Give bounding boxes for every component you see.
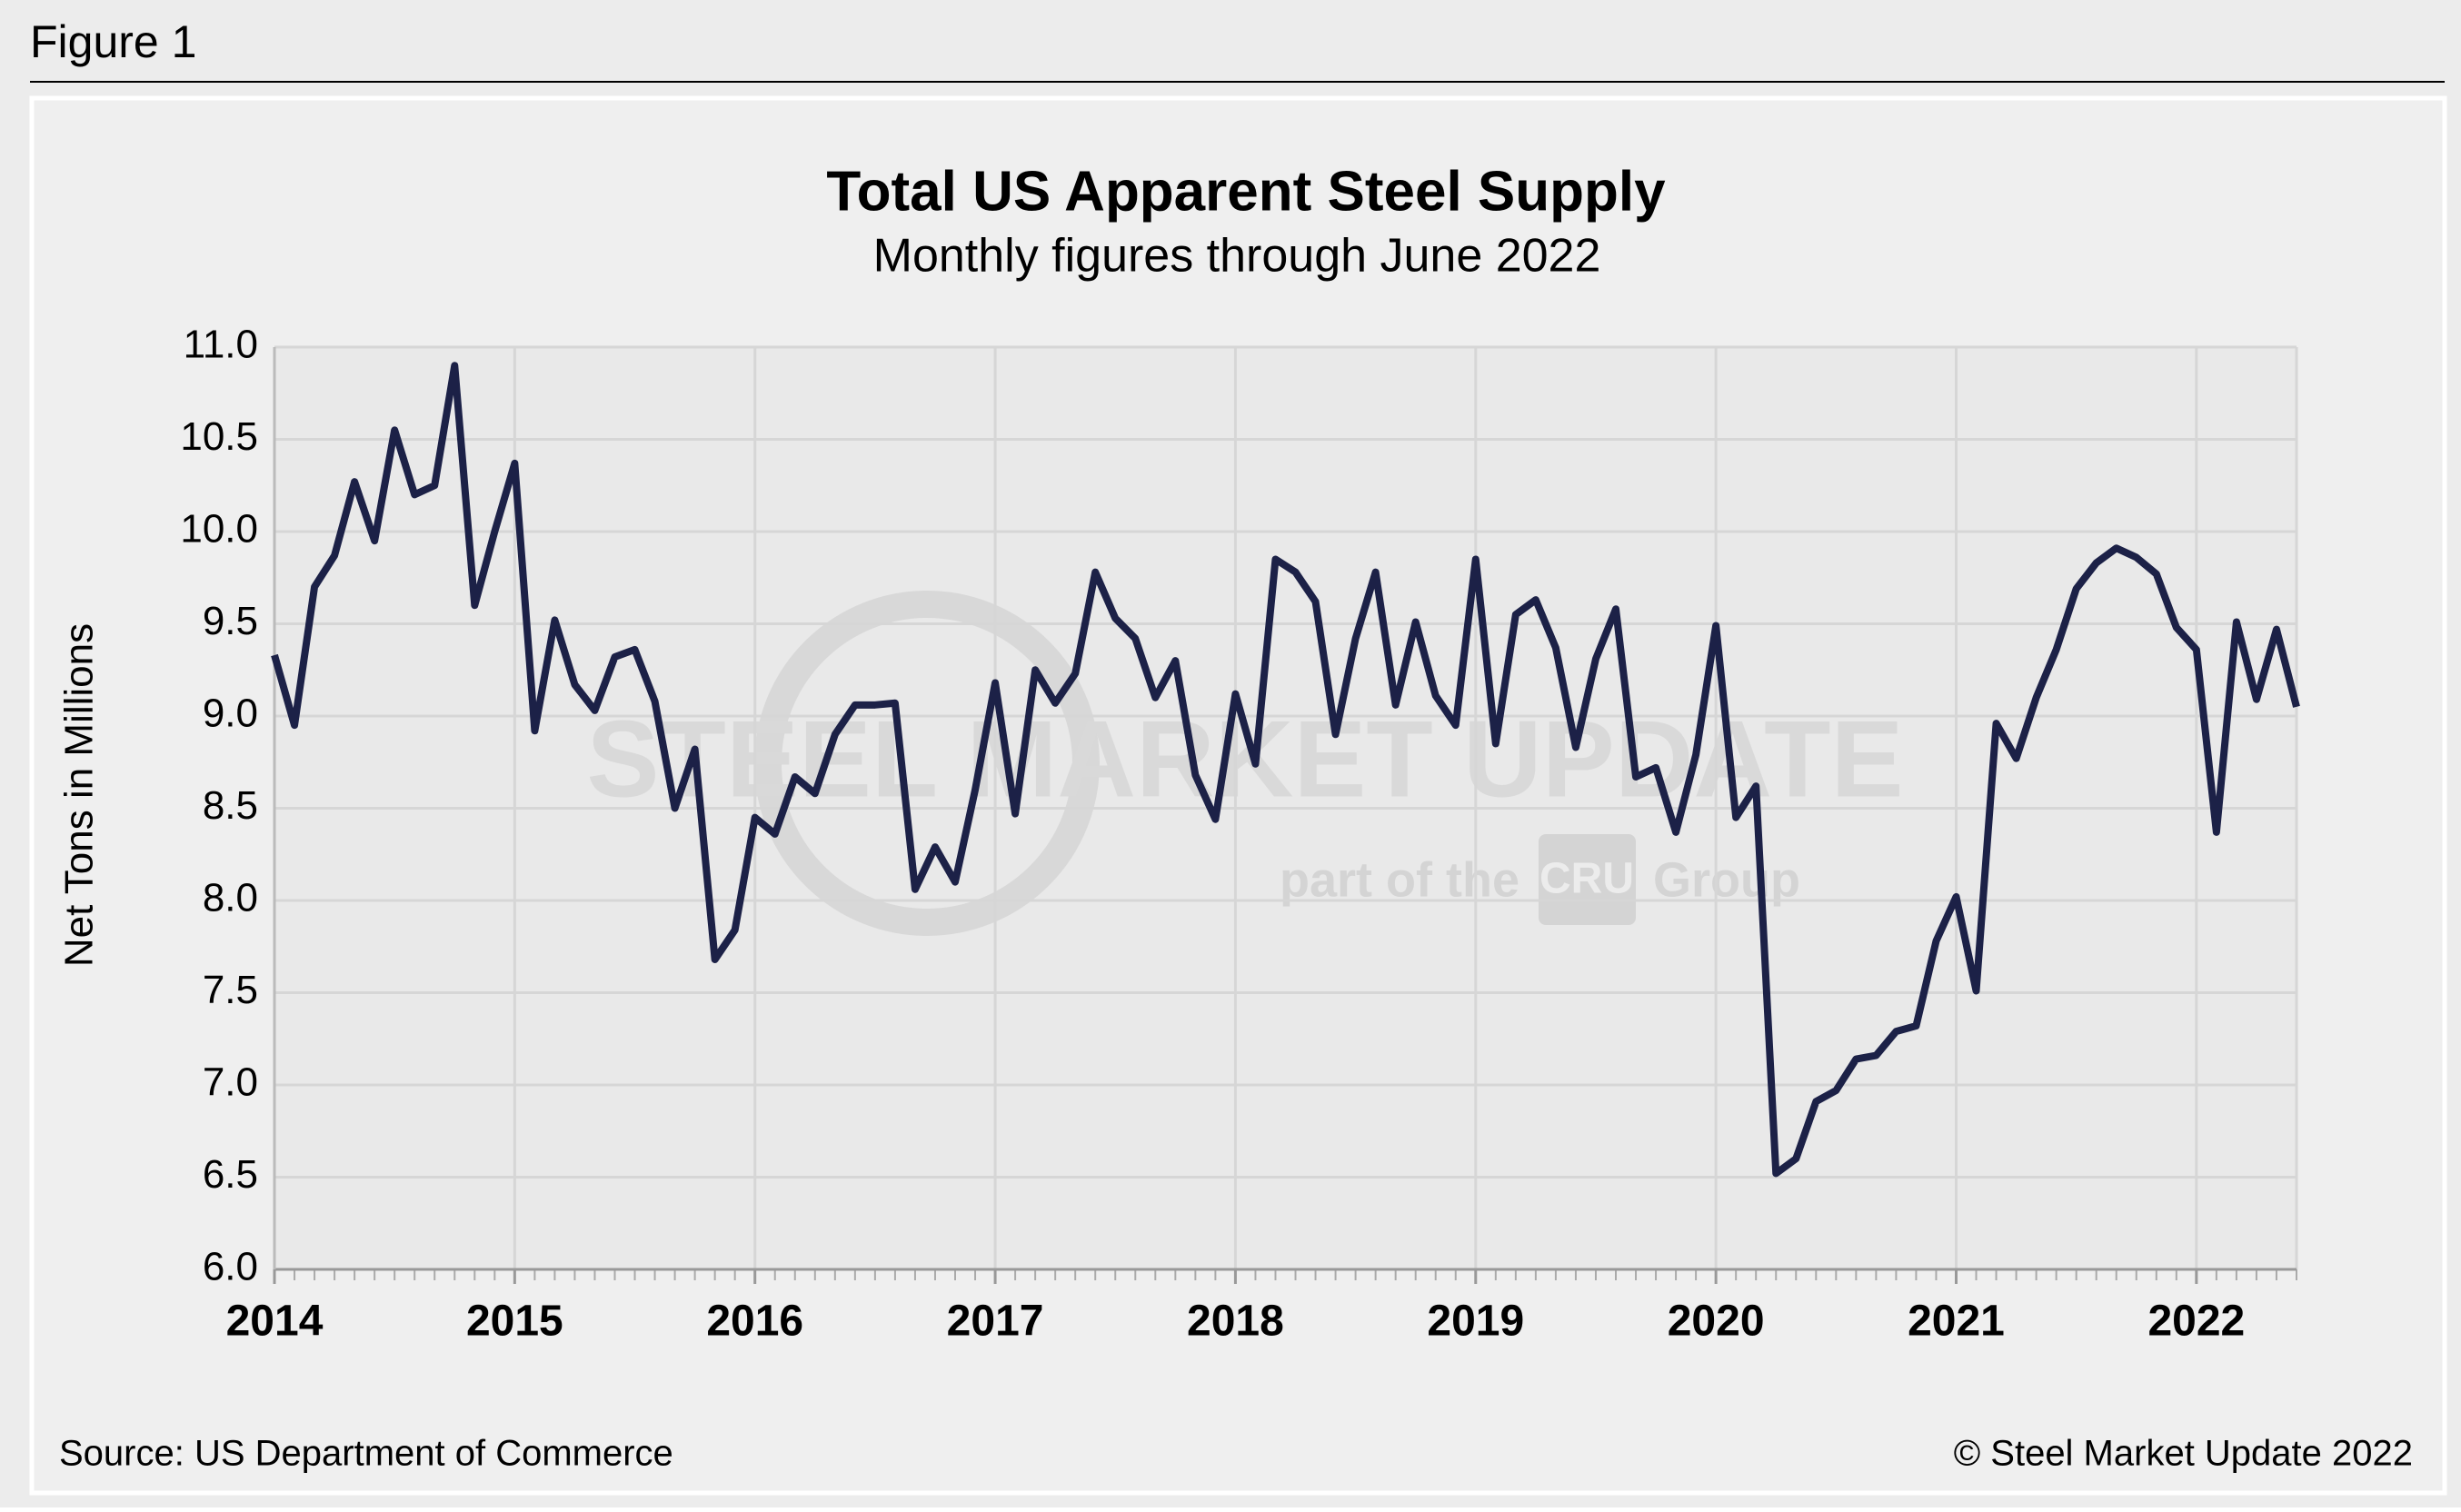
chart-subtitle: Monthly figures through June 2022 — [873, 230, 1601, 283]
watermark-badge — [1539, 834, 1636, 925]
watermark-text: part of the — [1280, 852, 1519, 907]
y-tick-label: 10.5 — [180, 414, 258, 459]
x-tick-label: 2014 — [226, 1298, 324, 1346]
x-tick-label: 2019 — [1427, 1298, 1524, 1346]
y-tick-label: 9.0 — [203, 691, 258, 736]
y-tick-label: 6.0 — [203, 1245, 258, 1289]
copyright: © Steel Market Update 2022 — [1954, 1434, 2413, 1474]
watermark-text: Group — [1653, 852, 1800, 907]
data-line — [271, 362, 2300, 1178]
y-tick-label: 7.0 — [203, 1060, 258, 1105]
x-tick-label: 2022 — [2147, 1298, 2245, 1346]
y-tick-label: 11.0 — [184, 323, 258, 367]
source: Source: US Department of Commerce — [59, 1434, 673, 1474]
chart-title: Total US Apparent Steel Supply — [826, 160, 1666, 223]
x-tick-label: 2018 — [1187, 1298, 1284, 1346]
y-tick-label: 9.5 — [203, 599, 258, 643]
watermark-logo — [754, 591, 1100, 936]
y-tick-label: 6.5 — [203, 1152, 258, 1197]
y-tick-label: 8.0 — [203, 876, 258, 920]
figure-label: Figure 1 — [30, 16, 196, 67]
x-tick-label: 2016 — [706, 1298, 803, 1346]
y-axis-label: Net Tons in Millions — [57, 623, 102, 967]
x-tick-label: 2021 — [1908, 1298, 2005, 1346]
y-tick-label: 7.5 — [203, 968, 258, 1012]
y-tick-label: 8.5 — [203, 783, 258, 828]
x-tick-label: 2017 — [947, 1298, 1044, 1346]
watermark-text: CRU — [1539, 855, 1634, 903]
x-tick-label: 2015 — [466, 1298, 563, 1346]
y-tick-label: 10.0 — [180, 507, 258, 552]
x-tick-label: 2020 — [1668, 1298, 1765, 1346]
